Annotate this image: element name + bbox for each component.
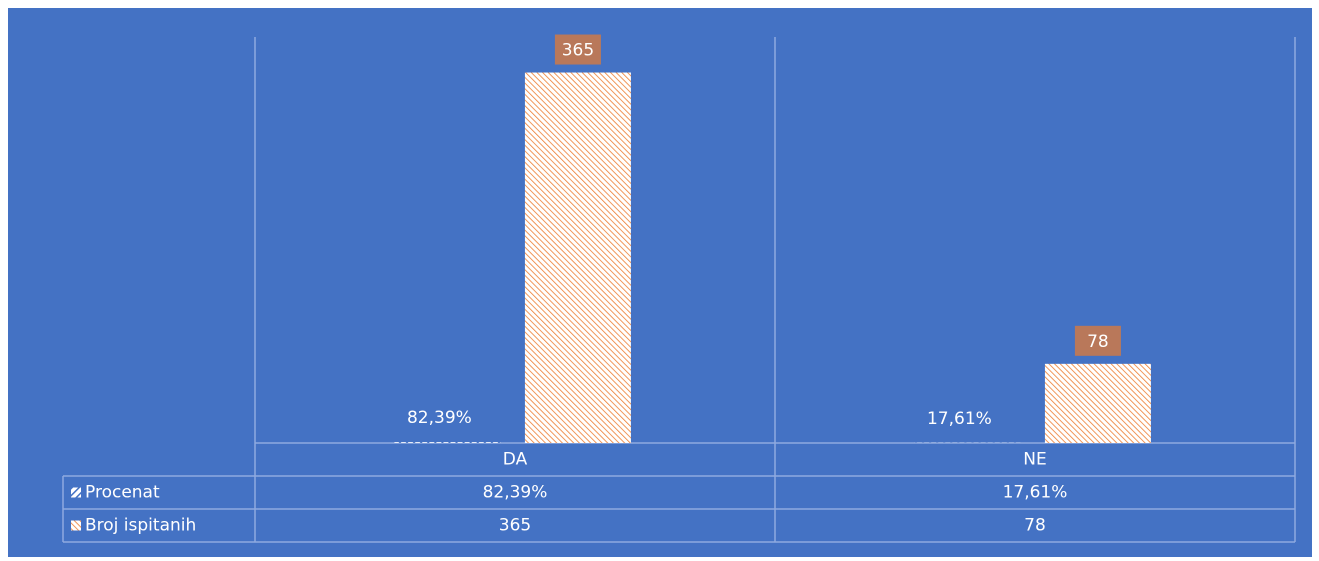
x-tick-label: NE <box>1023 450 1046 470</box>
table-cell: 78 <box>1024 516 1046 536</box>
legend-label: Broj ispitanih <box>85 516 196 536</box>
data-label: 365 <box>562 41 594 61</box>
table-cell: 17,61% <box>1003 483 1068 503</box>
data-label: 82,39% <box>407 408 472 428</box>
bar <box>394 442 501 443</box>
legend-key <box>71 520 81 531</box>
x-tick-label: DA <box>503 450 528 470</box>
data-label-box <box>554 34 601 65</box>
data-label: 78 <box>1087 332 1109 352</box>
legend-label: Procenat <box>85 483 160 503</box>
table-cell: 365 <box>499 516 531 536</box>
legend-key <box>71 487 81 498</box>
table-cell: 82,39% <box>483 483 548 503</box>
data-label-box <box>1074 325 1121 356</box>
chart-background <box>8 8 1312 557</box>
bar <box>1044 363 1151 443</box>
bar <box>524 72 631 444</box>
data-label: 17,61% <box>927 409 992 429</box>
